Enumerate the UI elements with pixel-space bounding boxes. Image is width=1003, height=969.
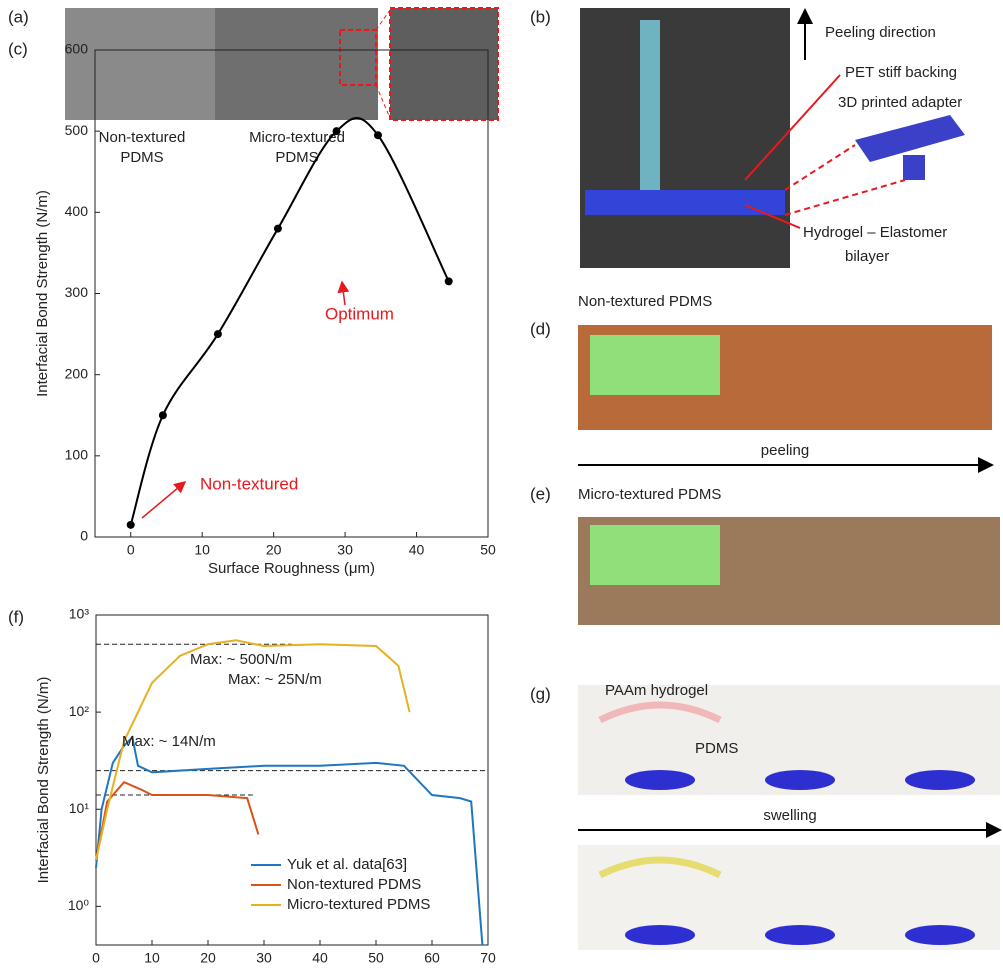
note: 3D printed adapter [838, 94, 962, 111]
zoom-line [376, 10, 390, 30]
sem-zoom [390, 8, 498, 120]
x-tick-label: 50 [480, 542, 496, 558]
panel-label: (d) [530, 319, 551, 338]
x-tick-label: 10 [194, 542, 210, 558]
y-tick-label: 400 [65, 203, 89, 219]
x-tick-label: 40 [409, 542, 425, 558]
zoom-line [376, 85, 390, 118]
x-tick-label: 60 [424, 950, 440, 966]
note: Peeling direction [825, 24, 936, 41]
x-tick-label: 70 [480, 950, 496, 966]
panel-label: (c) [8, 39, 28, 58]
y-tick-label: 10² [69, 703, 90, 719]
caption: PDMS [275, 149, 318, 166]
reference-label: Max: ~ 500N/m [190, 651, 292, 668]
y-tick-label: 600 [65, 41, 89, 57]
panel-label: (e) [530, 484, 551, 503]
plot-frame [95, 50, 488, 537]
pointer [785, 145, 855, 190]
figure: (a) (b) (c) (d) (e) (f) (g) Non-textured… [0, 0, 1003, 969]
annotation: Optimum [325, 304, 394, 323]
arrow-label: peeling [761, 442, 809, 459]
photo [580, 8, 790, 268]
panel-label: (f) [8, 607, 24, 626]
note: PAAm hydrogel [605, 682, 708, 699]
x-tick-label: 50 [368, 950, 384, 966]
annotation-arrow [142, 482, 185, 518]
x-tick-label: 20 [266, 542, 282, 558]
adapter-drawing [903, 155, 925, 180]
photo-detail [905, 925, 975, 945]
y-tick-label: 200 [65, 365, 89, 381]
note: PDMS [695, 740, 738, 757]
legend-label: Non-textured PDMS [287, 876, 421, 893]
data-line [96, 737, 482, 945]
adapter-drawing [855, 115, 965, 162]
arrow-label: swelling [763, 807, 816, 824]
x-tick-label: 0 [127, 542, 135, 558]
photo-detail [765, 925, 835, 945]
caption: PDMS [120, 149, 163, 166]
photo-detail [640, 20, 660, 190]
data-point [159, 411, 167, 419]
pointer [785, 180, 905, 215]
photo-detail [585, 190, 785, 215]
panel-title: Non-textured PDMS [578, 293, 712, 310]
panel-label: (a) [8, 7, 29, 26]
x-tick-label: 0 [92, 950, 100, 966]
x-axis-title: Surface Roughness (μm) [208, 560, 375, 577]
data-line [96, 782, 258, 860]
data-point [445, 277, 453, 285]
y-tick-label: 500 [65, 122, 89, 138]
y-tick-label: 10⁰ [68, 897, 90, 913]
annotation-arrow [342, 282, 345, 305]
y-tick-label: 100 [65, 447, 89, 463]
note: PET stiff backing [845, 64, 957, 81]
y-axis-title: Interfacial Bond Strength (N/m) [35, 677, 52, 884]
x-tick-label: 30 [337, 542, 353, 558]
note: bilayer [845, 248, 889, 265]
legend-label: Yuk et al. data[63] [287, 856, 407, 873]
y-axis-title: Interfacial Bond Strength (N/m) [34, 190, 51, 397]
sem-image [215, 8, 378, 120]
photo-detail [590, 525, 720, 585]
photo-detail [625, 770, 695, 790]
reference-label: Max: ~ 14N/m [122, 733, 216, 750]
legend-label: Micro-textured PDMS [287, 896, 430, 913]
x-tick-label: 10 [144, 950, 160, 966]
data-point [333, 127, 341, 135]
note: Hydrogel – Elastomer [803, 224, 947, 241]
panel-title: Micro-textured PDMS [578, 486, 721, 503]
photo-detail [590, 335, 720, 395]
data-point [274, 225, 282, 233]
annotation: Non-textured [200, 474, 298, 493]
photo-detail [625, 925, 695, 945]
y-tick-label: 10³ [69, 606, 90, 622]
reference-label: Max: ~ 25N/m [228, 671, 322, 688]
sem-image [65, 8, 215, 120]
data-line [131, 118, 449, 525]
data-point [214, 330, 222, 338]
x-tick-label: 20 [200, 950, 216, 966]
x-tick-label: 30 [256, 950, 272, 966]
photo-detail [905, 770, 975, 790]
data-point [374, 131, 382, 139]
panel-label: (g) [530, 684, 551, 703]
y-tick-label: 300 [65, 284, 89, 300]
data-point [127, 521, 135, 529]
x-tick-label: 40 [312, 950, 328, 966]
page: {"chart_data": [ {"type": "line", "smoot… [0, 0, 1003, 969]
y-tick-label: 0 [80, 528, 88, 544]
photo-detail [765, 770, 835, 790]
caption: Non-textured [99, 129, 186, 146]
y-tick-label: 10¹ [69, 800, 90, 816]
panel-label: (b) [530, 7, 551, 26]
